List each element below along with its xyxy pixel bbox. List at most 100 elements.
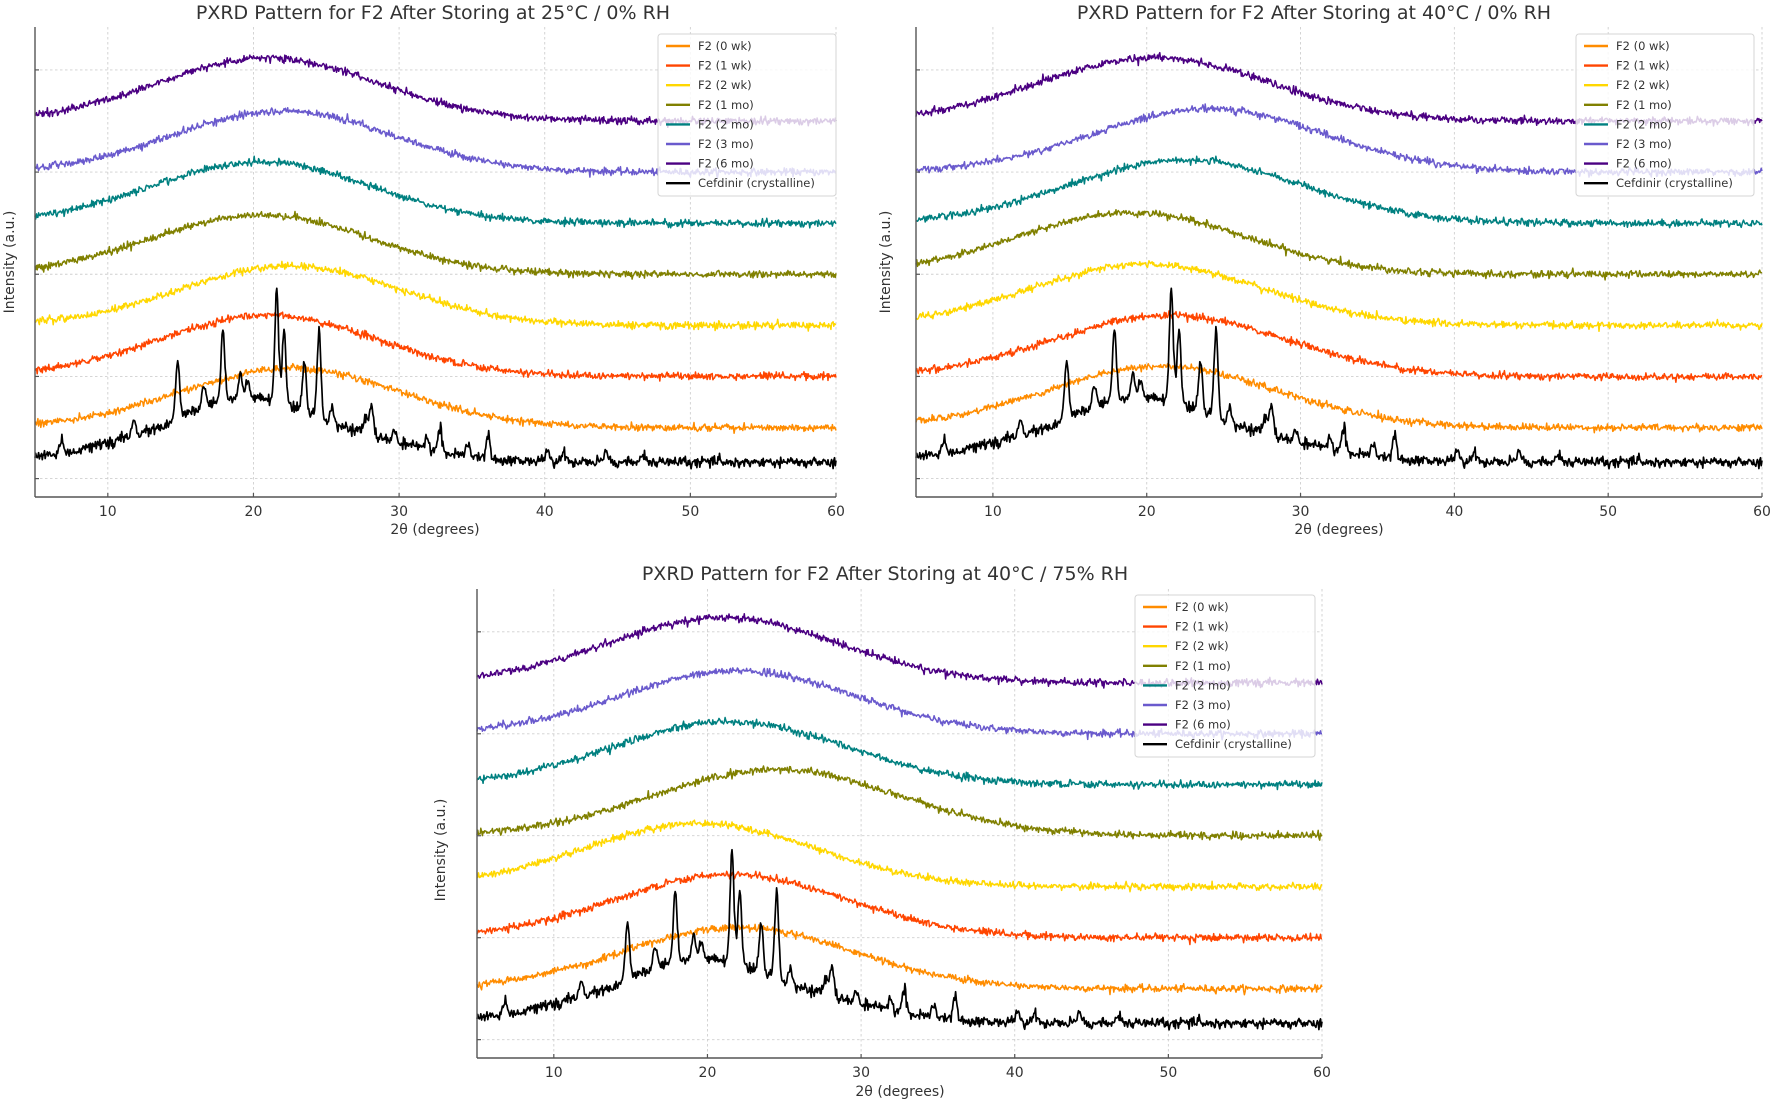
x-axis-label: 2θ (degrees) bbox=[1294, 522, 1383, 538]
legend-item: Cefdinir (crystalline) bbox=[1143, 737, 1292, 751]
series-line-f2-1-mo bbox=[34, 210, 837, 280]
y-axis-label: Intensity (a.u.) bbox=[433, 799, 449, 902]
legend-label: Cefdinir (crystalline) bbox=[1616, 176, 1733, 190]
legend-label: F2 (3 mo) bbox=[698, 137, 754, 151]
legend-label: F2 (2 mo) bbox=[1175, 678, 1231, 692]
x-tick-label: 40 bbox=[536, 504, 554, 520]
legend-label: F2 (3 mo) bbox=[1616, 137, 1672, 151]
legend: F2 (0 wk) F2 (1 wk) F2 (2 wk) F2 (1 mo) F2 (… bbox=[1134, 594, 1316, 758]
legend-item: F2 (1 wk) bbox=[666, 59, 752, 73]
series-line-f2-2-mo bbox=[34, 155, 837, 229]
legend-label: F2 (2 wk) bbox=[1175, 639, 1229, 653]
legend-label: F2 (6 mo) bbox=[698, 157, 754, 171]
series-line-f2-2-wk bbox=[34, 260, 837, 332]
legend-item: F2 (0 wk) bbox=[1584, 39, 1670, 53]
x-tick-label: 20 bbox=[1138, 504, 1156, 520]
legend-item: F2 (1 mo) bbox=[1584, 98, 1672, 112]
series-line-f2-2-mo bbox=[915, 155, 1763, 229]
legend-item: F2 (1 wk) bbox=[1584, 59, 1670, 73]
series-line-cefdinir-crystalline bbox=[34, 287, 837, 470]
legend-item: F2 (6 mo) bbox=[666, 157, 754, 171]
legend-item: F2 (6 mo) bbox=[1143, 718, 1231, 732]
x-tick-label: 60 bbox=[1753, 504, 1771, 520]
x-tick-label: 40 bbox=[1445, 504, 1463, 520]
legend-item: F2 (2 wk) bbox=[1584, 78, 1670, 92]
legend-label: F2 (0 wk) bbox=[1616, 39, 1670, 53]
y-axis-label: Intensity (a.u.) bbox=[2, 211, 18, 314]
series-line-f2-1-wk bbox=[476, 870, 1323, 946]
series-line-f2-0-wk bbox=[476, 923, 1323, 996]
x-tick-label: 50 bbox=[1159, 1065, 1177, 1081]
y-axis-label: Intensity (a.u.) bbox=[878, 211, 894, 314]
x-tick-label: 20 bbox=[699, 1065, 717, 1081]
x-tick-label: 40 bbox=[1006, 1065, 1024, 1081]
legend-item: F2 (2 wk) bbox=[1143, 639, 1229, 653]
x-axis-label: 2θ (degrees) bbox=[390, 522, 479, 538]
x-tick-label: 50 bbox=[1599, 504, 1617, 520]
legend-label: F2 (1 wk) bbox=[1616, 59, 1670, 73]
legend-label: F2 (1 wk) bbox=[1175, 620, 1229, 634]
legend-label: F2 (2 wk) bbox=[698, 78, 752, 92]
legend-item: F2 (2 wk) bbox=[666, 78, 752, 92]
legend-label: F2 (2 wk) bbox=[1616, 78, 1670, 92]
legend: F2 (0 wk) F2 (1 wk) F2 (2 wk) F2 (1 mo) F2 (… bbox=[657, 33, 837, 197]
legend-label: F2 (6 mo) bbox=[1175, 718, 1231, 732]
legend: F2 (0 wk) F2 (1 wk) F2 (2 wk) F2 (1 mo) F2 (… bbox=[1575, 33, 1755, 197]
x-axis-label: 2θ (degrees) bbox=[855, 1084, 944, 1100]
x-tick-label: 30 bbox=[390, 504, 408, 520]
legend-label: F2 (1 mo) bbox=[1175, 659, 1231, 673]
legend-label: F2 (3 mo) bbox=[1175, 698, 1231, 712]
series-line-f2-0-wk bbox=[915, 363, 1763, 434]
legend-item: F2 (2 mo) bbox=[1584, 117, 1672, 131]
legend-label: F2 (0 wk) bbox=[1175, 600, 1229, 614]
legend-item: F2 (6 mo) bbox=[1584, 157, 1672, 171]
chart-title: PXRD Pattern for F2 After Storing at 40°… bbox=[1077, 2, 1551, 24]
grid-lines bbox=[477, 589, 1323, 1058]
legend-item: F2 (3 mo) bbox=[1584, 137, 1672, 151]
legend-box bbox=[1134, 594, 1316, 758]
x-tick-label: 60 bbox=[827, 504, 845, 520]
axes: 10 20 30 40 50 60 bbox=[476, 589, 1331, 1081]
series-line-f2-1-wk bbox=[915, 310, 1763, 383]
series-line-f2-2-wk bbox=[915, 260, 1763, 333]
chart-title: PXRD Pattern for F2 After Storing at 25°… bbox=[196, 2, 670, 24]
x-tick-label: 30 bbox=[1292, 504, 1310, 520]
legend-item: Cefdinir (crystalline) bbox=[1584, 176, 1733, 190]
series-line-f2-2-mo bbox=[476, 716, 1323, 791]
legend-label: F2 (1 wk) bbox=[698, 59, 752, 73]
legend-box bbox=[1575, 33, 1755, 197]
x-tick-label: 10 bbox=[984, 504, 1002, 520]
legend-box bbox=[657, 33, 837, 197]
legend-item: F2 (1 mo) bbox=[1143, 659, 1231, 673]
axes: 10 20 30 40 50 60 bbox=[34, 27, 845, 520]
series-line-f2-1-mo bbox=[476, 765, 1323, 841]
x-tick-label: 10 bbox=[545, 1065, 563, 1081]
legend-item: F2 (1 mo) bbox=[666, 98, 754, 112]
legend-item: F2 (0 wk) bbox=[666, 39, 752, 53]
legend-label: Cefdinir (crystalline) bbox=[698, 176, 815, 190]
legend-item: F2 (2 mo) bbox=[666, 117, 754, 131]
pxrd-chart-25c-0rh: PXRD Pattern for F2 After Storing at 25°… bbox=[2, 2, 845, 538]
legend-label: Cefdinir (crystalline) bbox=[1175, 737, 1292, 751]
axes: 10 20 30 40 50 60 bbox=[915, 27, 1771, 520]
legend-label: F2 (6 mo) bbox=[1616, 157, 1672, 171]
legend-item: Cefdinir (crystalline) bbox=[666, 176, 815, 190]
pxrd-chart-40c-0rh: PXRD Pattern for F2 After Storing at 40°… bbox=[878, 2, 1771, 538]
legend-label: F2 (0 wk) bbox=[698, 39, 752, 53]
legend-item: F2 (3 mo) bbox=[1143, 698, 1231, 712]
legend-item: F2 (0 wk) bbox=[1143, 600, 1229, 614]
legend-label: F2 (1 mo) bbox=[1616, 98, 1672, 112]
x-tick-label: 20 bbox=[245, 504, 263, 520]
pxrd-chart-40c-75rh: PXRD Pattern for F2 After Storing at 40°… bbox=[433, 563, 1331, 1100]
legend-item: F2 (3 mo) bbox=[666, 137, 754, 151]
legend-label: F2 (2 mo) bbox=[698, 117, 754, 131]
legend-label: F2 (2 mo) bbox=[1616, 117, 1672, 131]
x-tick-label: 10 bbox=[99, 504, 117, 520]
series-line-f2-2-wk bbox=[476, 819, 1323, 893]
series-line-f2-0-wk bbox=[34, 362, 837, 435]
chart-title: PXRD Pattern for F2 After Storing at 40°… bbox=[642, 563, 1128, 585]
series-line-cefdinir-crystalline bbox=[476, 848, 1323, 1031]
legend-item: F2 (1 wk) bbox=[1143, 620, 1229, 634]
series-line-f2-1-mo bbox=[915, 208, 1763, 281]
x-tick-label: 60 bbox=[1313, 1065, 1331, 1081]
